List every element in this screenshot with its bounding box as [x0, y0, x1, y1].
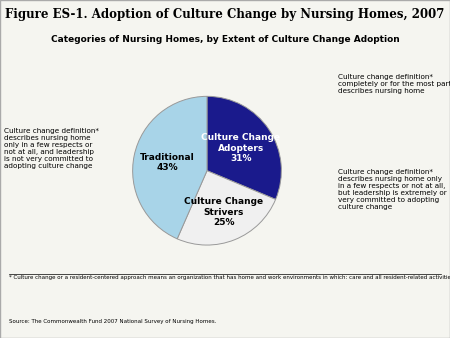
- Text: Culture Change
Adopters
31%: Culture Change Adopters 31%: [202, 133, 281, 163]
- Text: Culture change definition*
completely or for the most part
describes nursing hom: Culture change definition* completely or…: [338, 74, 450, 94]
- Text: Source: The Commonwealth Fund 2007 National Survey of Nursing Homes.: Source: The Commonwealth Fund 2007 Natio…: [9, 319, 216, 324]
- Wedge shape: [133, 96, 207, 239]
- Text: Traditional
43%: Traditional 43%: [140, 153, 194, 172]
- Text: Culture Change
Strivers
25%: Culture Change Strivers 25%: [184, 197, 263, 227]
- Text: Culture change definition*
describes nursing home
only in a few respects or
not : Culture change definition* describes nur…: [4, 128, 99, 169]
- Wedge shape: [207, 96, 281, 199]
- Text: * Culture change or a resident-centered approach means an organization that has : * Culture change or a resident-centered …: [9, 275, 450, 281]
- Text: Figure ES-1. Adoption of Culture Change by Nursing Homes, 2007: Figure ES-1. Adoption of Culture Change …: [5, 8, 445, 21]
- Wedge shape: [177, 171, 275, 245]
- Text: Culture change definition*
describes nursing home only
in a few respects or not : Culture change definition* describes nur…: [338, 169, 446, 210]
- Text: Categories of Nursing Homes, by Extent of Culture Change Adoption: Categories of Nursing Homes, by Extent o…: [50, 35, 400, 45]
